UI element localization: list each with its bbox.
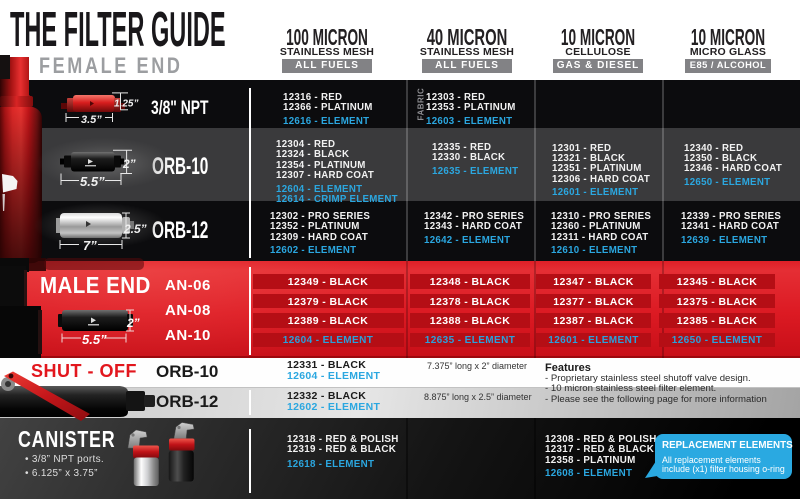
svg-text:2”: 2” xyxy=(126,316,140,330)
svg-text:5.5”: 5.5” xyxy=(80,174,105,189)
svg-text:7”: 7” xyxy=(83,238,97,253)
svg-text:5.5”: 5.5” xyxy=(82,332,107,347)
svg-text:2”: 2” xyxy=(122,157,136,171)
svg-text:2.5”: 2.5” xyxy=(123,222,147,236)
svg-text:1.25”: 1.25” xyxy=(114,99,138,110)
svg-text:3.5”: 3.5” xyxy=(81,114,102,126)
